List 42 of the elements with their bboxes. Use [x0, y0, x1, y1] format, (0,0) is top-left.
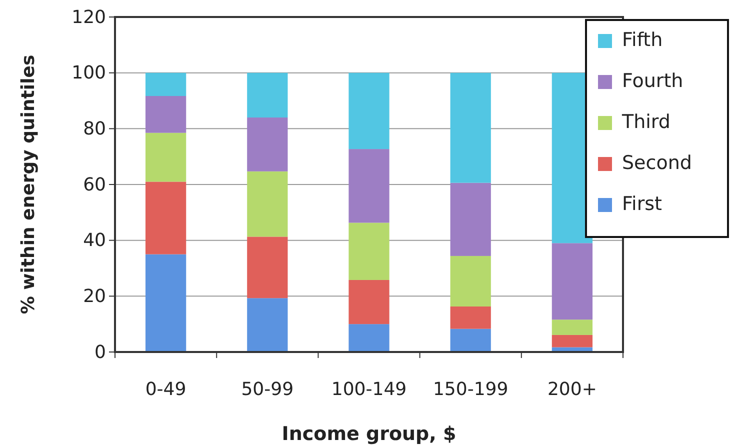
- bar: [552, 320, 593, 335]
- legend-label: Fourth: [622, 70, 684, 92]
- bar: [348, 280, 390, 324]
- x-tick-label: 100-149: [331, 379, 407, 400]
- y-axis-title: % within energy quintiles: [18, 54, 39, 314]
- y-tick-label: 100: [72, 62, 106, 84]
- bar: [450, 328, 491, 352]
- legend-label: Fifth: [622, 29, 663, 51]
- bar: [552, 334, 593, 348]
- bar: [552, 243, 593, 320]
- bar: [348, 222, 390, 280]
- bar: [247, 298, 288, 352]
- bar: [450, 72, 491, 183]
- y-tick-label: 80: [83, 118, 106, 140]
- bar: [450, 256, 491, 306]
- y-tick-label: 120: [72, 6, 106, 28]
- x-tick-label: 50-99: [241, 379, 294, 400]
- bar: [348, 149, 390, 223]
- bar: [247, 236, 288, 298]
- x-tick-label: 150-199: [432, 379, 508, 400]
- legend-label: Third: [621, 111, 670, 133]
- x-tick-label: 200+: [547, 379, 597, 400]
- y-tick-label: 40: [83, 230, 106, 252]
- y-tick-label: 20: [83, 286, 106, 307]
- x-tick-label: 0-49: [145, 379, 186, 400]
- legend-label: First: [622, 193, 662, 215]
- y-tick-label: 60: [83, 174, 106, 196]
- legend-label: Second: [622, 152, 692, 174]
- bar: [145, 182, 186, 254]
- bar: [348, 324, 390, 352]
- bar: [145, 132, 186, 182]
- bar: [450, 306, 491, 329]
- bar: [247, 118, 288, 172]
- x-axis-title: Income group, $: [282, 423, 456, 445]
- bar: [247, 171, 288, 237]
- bar: [348, 72, 390, 150]
- bar: [145, 254, 186, 352]
- y-tick-label: 0: [94, 342, 106, 363]
- bar: [247, 72, 288, 118]
- bar: [145, 96, 186, 133]
- bar: [450, 182, 491, 256]
- bar: [145, 72, 186, 96]
